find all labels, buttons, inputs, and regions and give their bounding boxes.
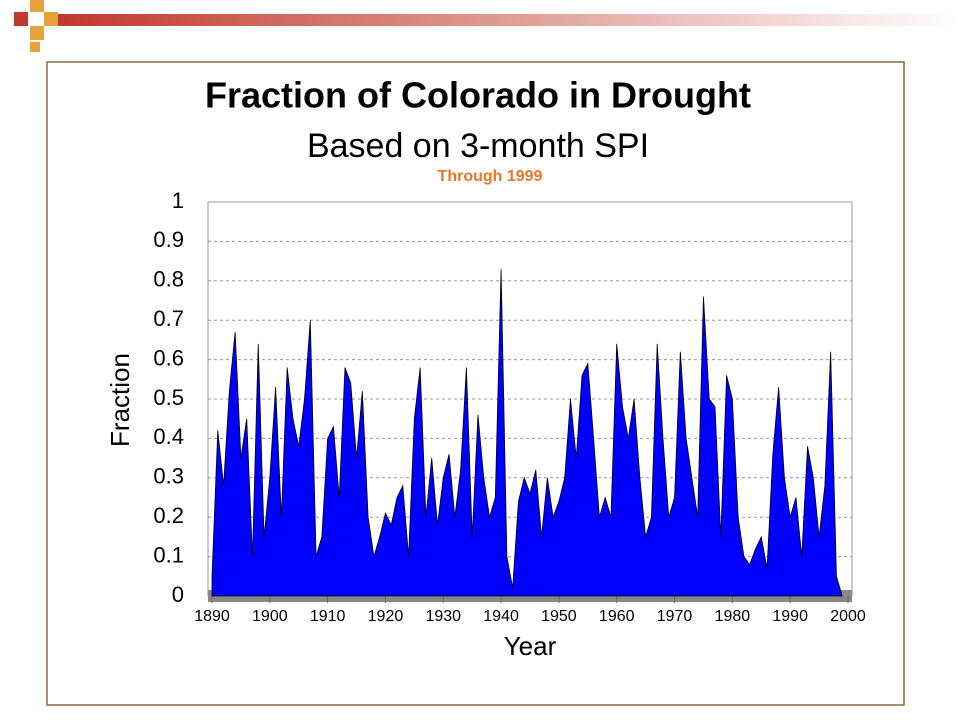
chart-subtitle: Based on 3-month SPI [307, 127, 649, 165]
y-tick-label: 0.2 [153, 503, 184, 528]
x-tick-label: 2000 [830, 608, 866, 625]
x-tick-label: 1950 [541, 608, 577, 625]
x-tick-label: 1990 [772, 608, 808, 625]
y-tick-label: 0.9 [153, 227, 184, 252]
x-tick-label: 1910 [310, 608, 346, 625]
y-tick-label: 0.3 [153, 464, 184, 489]
x-tick-label: 1940 [483, 608, 519, 625]
deco-square [44, 12, 58, 26]
x-tick-label: 1890 [194, 608, 230, 625]
x-tick-label: 1970 [657, 608, 693, 625]
x-axis-label: Year [504, 631, 557, 661]
deco-square [30, 26, 44, 40]
deco-bar [58, 14, 960, 26]
y-tick-label: 0.8 [153, 267, 184, 292]
y-tick-label: 0 [172, 582, 184, 607]
deco-square [30, 0, 44, 12]
x-tick-label: 1900 [252, 608, 288, 625]
chart-title: Fraction of Colorado in Drought [205, 75, 751, 116]
y-tick-label: 0.7 [153, 306, 184, 331]
x-tick-label: 1930 [425, 608, 461, 625]
y-tick-label: 0.5 [153, 385, 184, 410]
y-axis-label: Fraction [105, 353, 135, 447]
deco-square [30, 42, 40, 52]
x-tick-label: 1980 [715, 608, 751, 625]
area [211, 268, 843, 597]
y-tick-label: 1 [172, 188, 184, 213]
y-tick-label: 0.4 [153, 424, 184, 449]
x-tick-label: 1920 [368, 608, 404, 625]
y-tick-label: 0.6 [153, 345, 184, 370]
annotation: Through 1999 [438, 168, 543, 185]
y-tick-label: 0.1 [153, 542, 184, 567]
deco-square [14, 12, 28, 26]
x-tick-label: 1960 [599, 608, 635, 625]
